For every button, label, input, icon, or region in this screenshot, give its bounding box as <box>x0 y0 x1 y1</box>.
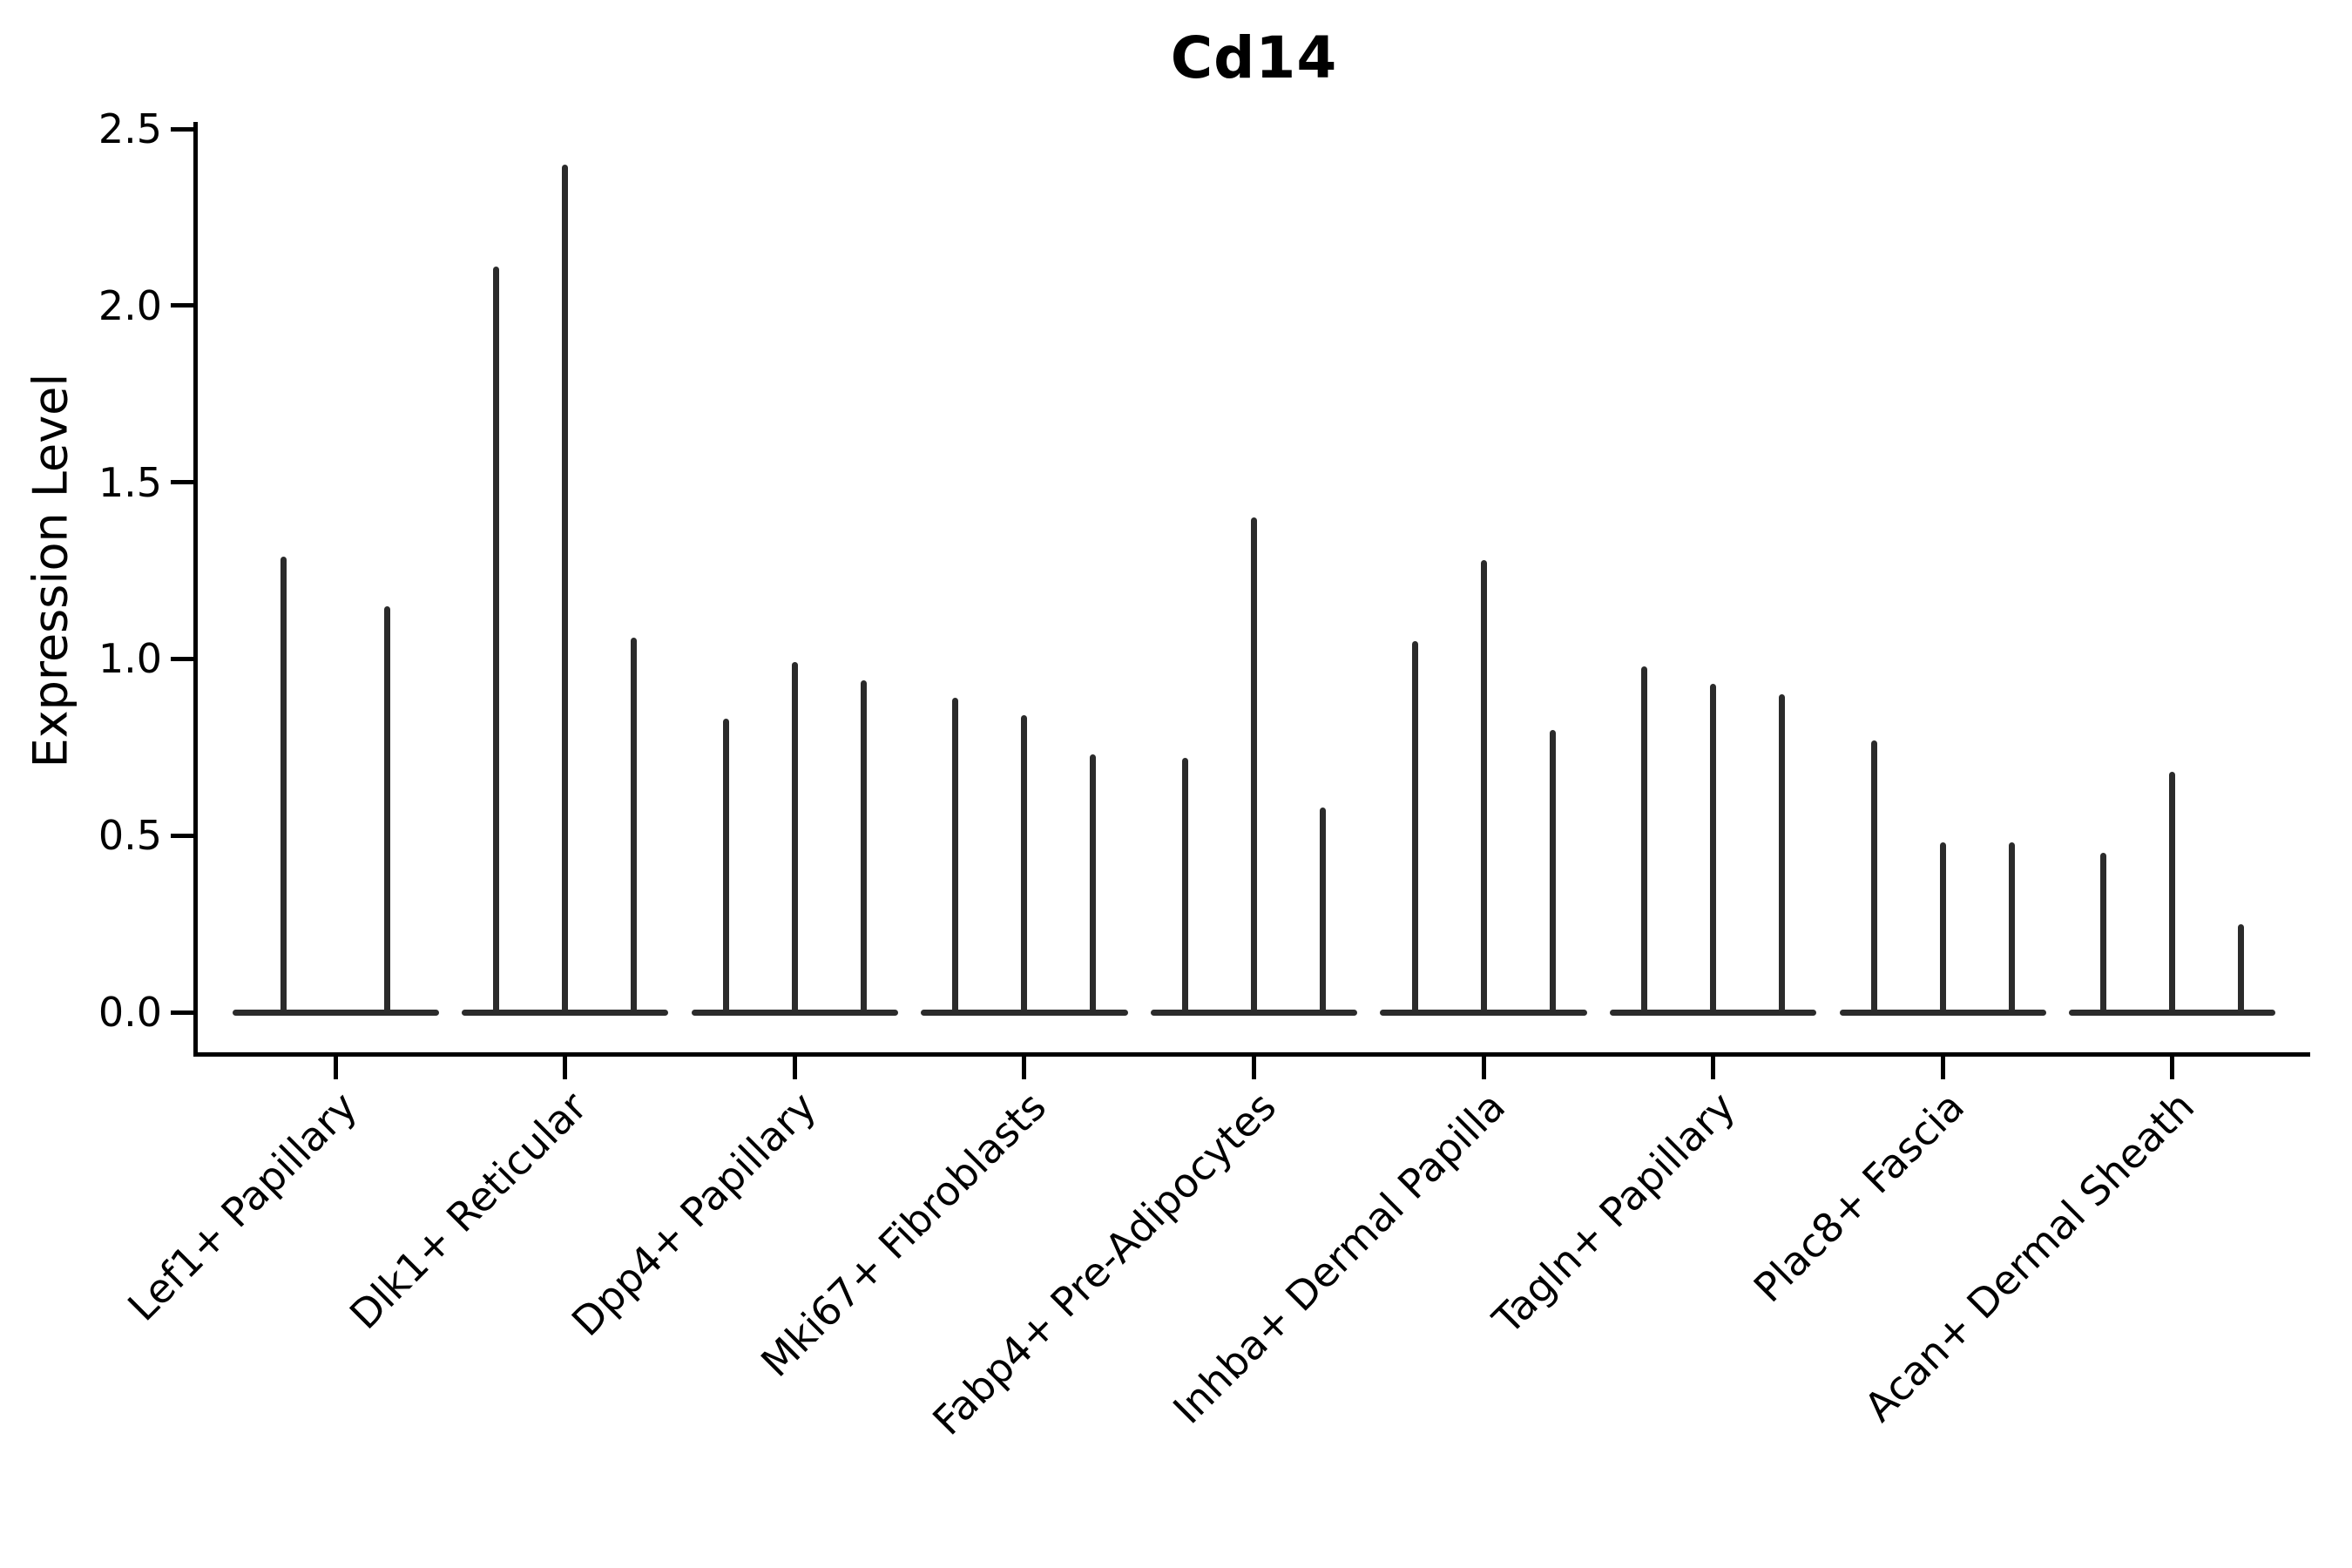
x-tick <box>1252 1057 1256 1079</box>
y-tick <box>171 1010 193 1015</box>
y-tick-label: 2.5 <box>98 105 162 152</box>
violin-spike <box>280 556 287 1014</box>
x-tick <box>333 1057 338 1079</box>
y-tick <box>171 303 193 308</box>
y-tick-label: 1.5 <box>98 458 162 506</box>
x-tick <box>563 1057 568 1079</box>
y-axis-spine <box>193 122 198 1057</box>
x-tick <box>1022 1057 1027 1079</box>
violin-spike <box>383 605 390 1014</box>
y-tick-label: 2.0 <box>98 281 162 329</box>
x-axis-spine <box>193 1052 2310 1057</box>
x-tick <box>792 1057 797 1079</box>
x-tick-label: Plac8+ Fascia <box>1744 1082 1974 1312</box>
violin-spike <box>860 679 867 1014</box>
violin-spike <box>1411 641 1418 1014</box>
y-tick <box>171 656 193 661</box>
violin-spike <box>1251 517 1257 1014</box>
x-tick-label: Tagln+ Papillary <box>1483 1082 1744 1343</box>
violin-spike <box>1549 729 1556 1014</box>
violin-baseline <box>232 1009 439 1016</box>
violin-spike <box>1181 757 1188 1014</box>
violin-spike <box>1939 842 1946 1014</box>
x-tick-label: Lef1+ Papillary <box>118 1082 367 1330</box>
violin-spike <box>2100 853 2107 1014</box>
y-tick <box>171 480 193 485</box>
x-tick <box>1940 1057 1945 1079</box>
violin-spike <box>631 638 638 1014</box>
violin-spike <box>952 698 959 1014</box>
x-tick <box>2170 1057 2175 1079</box>
violin-spike <box>2238 923 2245 1014</box>
x-tick <box>1711 1057 1716 1079</box>
violin-spike <box>791 662 798 1014</box>
violin-spike <box>1779 693 1786 1014</box>
y-axis-label: Expression Level <box>23 373 78 768</box>
violin-spike <box>562 164 569 1014</box>
y-tick-label: 0.5 <box>98 812 162 860</box>
violin-spike <box>1320 807 1327 1014</box>
violin-spike <box>1710 683 1717 1014</box>
violin-spike <box>1021 715 1028 1014</box>
violin-spike <box>2169 772 2176 1014</box>
y-tick <box>171 833 193 838</box>
x-tick-label: Dlk1+ Reticular <box>340 1082 596 1339</box>
x-tick <box>1481 1057 1486 1079</box>
violin-spike <box>1870 740 1877 1014</box>
x-tick-label: Dpp4+ Papillary <box>563 1082 826 1346</box>
violin-spike <box>493 267 500 1014</box>
chart-title: Cd14 <box>1170 24 1338 91</box>
violin-spike <box>722 719 729 1014</box>
violin-spike <box>1480 559 1487 1014</box>
y-tick-label: 0.0 <box>98 989 162 1036</box>
y-tick <box>171 126 193 132</box>
y-tick-label: 1.0 <box>98 635 162 683</box>
violin-spike <box>2008 842 2015 1014</box>
violin-spike <box>1090 754 1097 1014</box>
violin-spike <box>1641 666 1648 1014</box>
